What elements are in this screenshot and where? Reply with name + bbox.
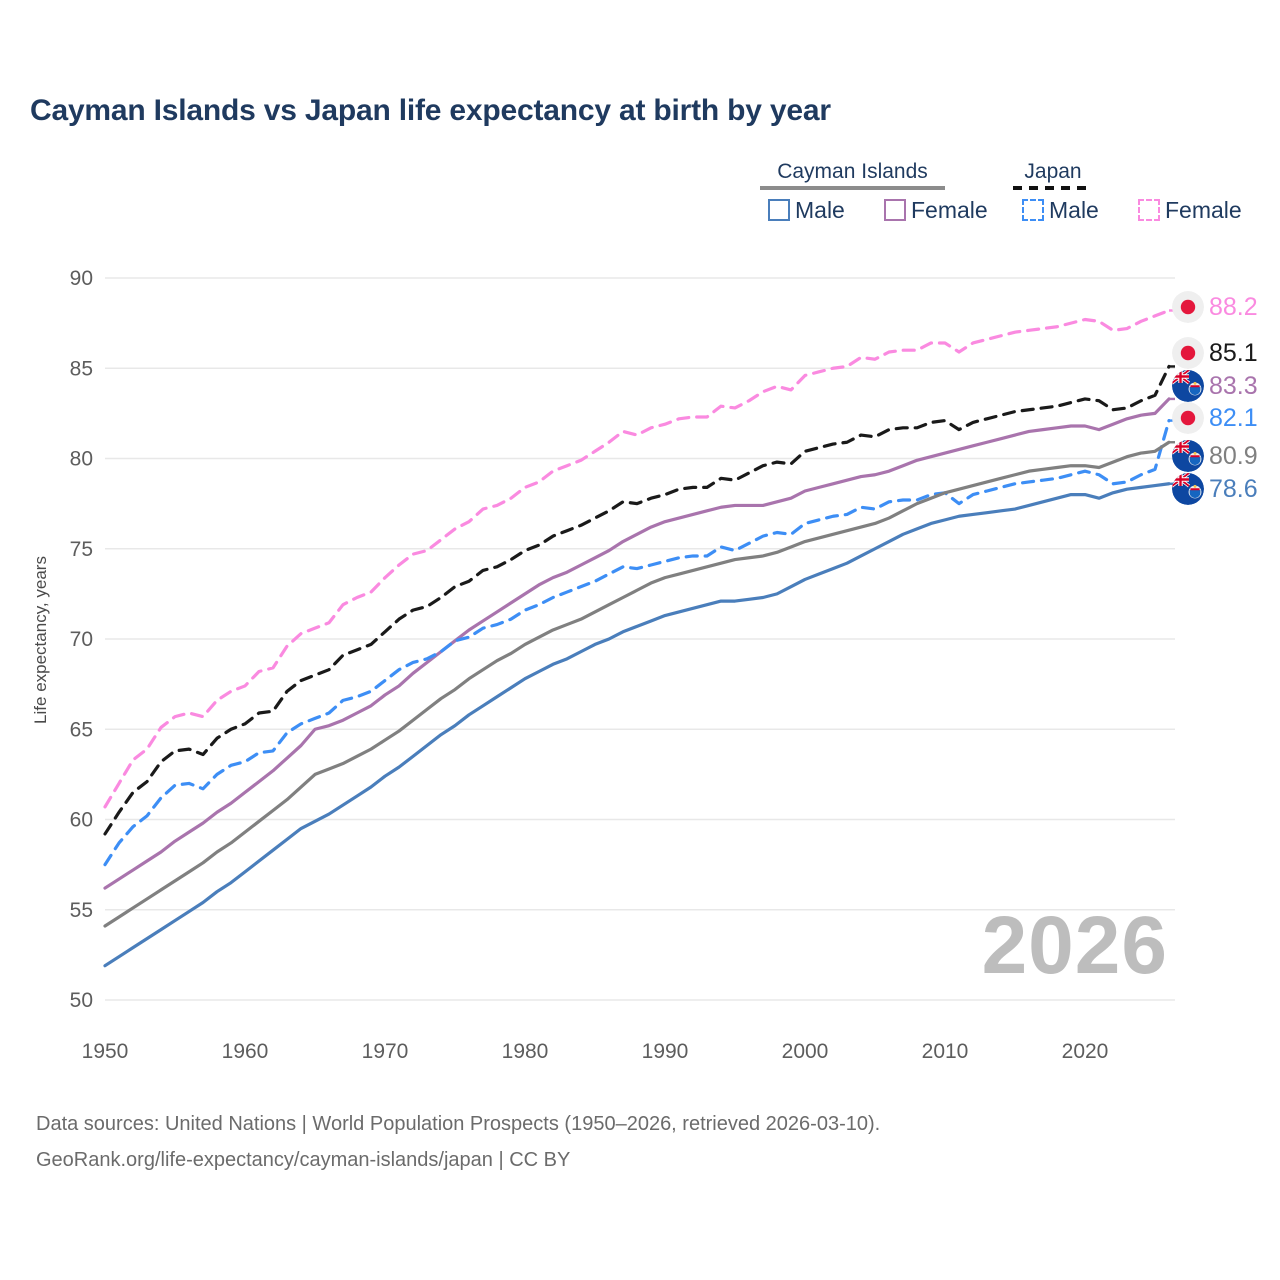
- footer: Data sources: United Nations | World Pop…: [36, 1106, 1236, 1178]
- series-line: [103, 419, 1171, 867]
- y-axis-tick-label: 75: [70, 538, 93, 561]
- legend-group-japan: Japan: [1013, 160, 1093, 190]
- legend-swatch-icon: [884, 199, 906, 221]
- end-value-text: 83.3: [1209, 372, 1258, 400]
- end-value-text: 88.2: [1209, 293, 1258, 321]
- legend-item-label: Male: [1049, 197, 1099, 223]
- series-line: [103, 397, 1171, 890]
- x-axis-tick-label: 1970: [362, 1040, 409, 1063]
- plot-area: 50 55 60 65 70 75 80 85 90 1950 1960 1970 1980 1990 2…: [31, 267, 1175, 1063]
- end-value-label: 85.1: [1172, 336, 1258, 370]
- y-axis-tick-label: 80: [70, 448, 93, 471]
- footer-data-sources: Data sources: United Nations | World Pop…: [36, 1113, 881, 1135]
- x-axis-tick-label: 2020: [1062, 1040, 1109, 1063]
- legend-rule-solid: [760, 186, 945, 190]
- x-axis-tick-label: 1990: [642, 1040, 689, 1063]
- legend-swatch-icon: [1138, 199, 1160, 221]
- y-axis-tick-label: 70: [70, 628, 93, 651]
- y-axis-title: Life expectancy, years: [31, 556, 50, 724]
- end-value-text: 82.1: [1209, 404, 1258, 432]
- end-value-label: 88.2: [1172, 290, 1258, 324]
- cayman-islands-flag-icon: [1172, 473, 1204, 505]
- legend-item-label: Male: [795, 197, 845, 223]
- series-line: [103, 364, 1171, 836]
- x-axis-tick-label: 1960: [222, 1040, 269, 1063]
- y-axis-tick-label: 50: [70, 989, 93, 1012]
- end-value-label: 80.9: [1172, 439, 1258, 473]
- end-value-text: 80.9: [1209, 442, 1258, 470]
- end-value-text: 85.1: [1209, 339, 1258, 367]
- end-value-label: 78.6: [1172, 472, 1258, 506]
- chart-legend: Cayman Islands Japan Male Female Male: [760, 160, 1260, 240]
- y-axis-tick-label: 60: [70, 809, 93, 832]
- x-axis-tick-label: 2000: [782, 1040, 829, 1063]
- legend-item-cayman-male[interactable]: Male: [768, 198, 845, 222]
- y-axis-tick-labels: 50 55 60 65 70 75 80 85 90: [70, 267, 93, 1012]
- japan-flag-icon: [1172, 337, 1204, 369]
- y-axis-tick-label: 90: [70, 267, 93, 290]
- japan-flag-icon: [1172, 402, 1204, 434]
- legend-rule-dashed: [1013, 186, 1093, 190]
- end-value-text: 78.6: [1209, 475, 1258, 503]
- footer-attribution: GeoRank.org/life-expectancy/cayman-islan…: [36, 1149, 571, 1171]
- legend-group-label: Cayman Islands: [777, 160, 928, 183]
- y-axis-tick-label: 55: [70, 899, 93, 922]
- legend-item-label: Female: [911, 197, 988, 223]
- series-lines: [103, 308, 1175, 968]
- series-line: [103, 482, 1171, 968]
- legend-item-japan-female[interactable]: Female: [1138, 198, 1242, 222]
- japan-flag-icon: [1172, 291, 1204, 323]
- year-watermark: 2026: [981, 900, 1168, 991]
- legend-swatch-icon: [768, 199, 790, 221]
- gridlines: [105, 277, 1175, 1001]
- legend-item-row: Male Female Male Female: [760, 198, 1260, 230]
- cayman-islands-flag-icon: [1172, 440, 1204, 472]
- legend-item-cayman-female[interactable]: Female: [884, 198, 988, 222]
- legend-group-cayman-islands: Cayman Islands: [760, 160, 945, 190]
- legend-group-label: Japan: [1024, 160, 1082, 183]
- legend-swatch-icon: [1022, 199, 1044, 221]
- legend-group-row: Cayman Islands Japan: [760, 160, 1260, 192]
- y-axis-tick-label: 65: [70, 718, 93, 741]
- x-axis-tick-label: 1980: [502, 1040, 549, 1063]
- series-line: [103, 308, 1171, 809]
- cayman-islands-flag-icon: [1172, 370, 1204, 402]
- page-title: Cayman Islands vs Japan life expectancy …: [30, 94, 831, 127]
- end-value-label: 82.1: [1172, 401, 1258, 435]
- series-line: [103, 440, 1171, 928]
- x-axis-tick-label: 2010: [922, 1040, 969, 1063]
- y-axis-tick-label: 85: [70, 357, 93, 380]
- end-value-label: 83.3: [1172, 369, 1258, 403]
- x-axis-tick-label: 1950: [82, 1040, 129, 1063]
- legend-item-label: Female: [1165, 197, 1242, 223]
- x-axis-tick-labels: 1950 1960 1970 1980 1990 2000 2010 2020: [82, 1040, 1109, 1063]
- legend-item-japan-male[interactable]: Male: [1022, 198, 1099, 222]
